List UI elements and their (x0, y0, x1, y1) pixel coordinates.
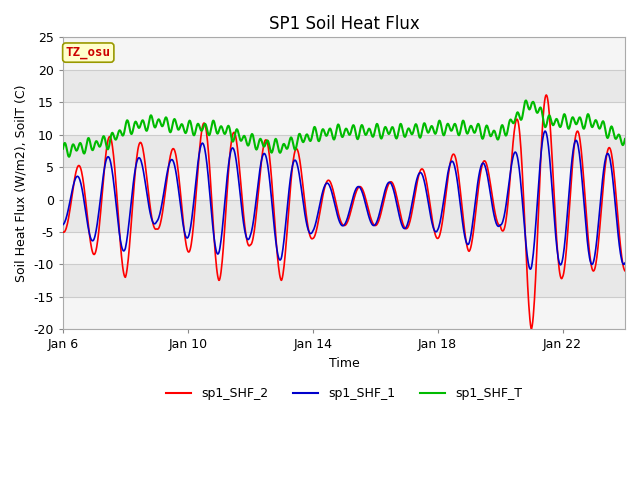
sp1_SHF_T (498, 122, 506, 128)
Line: sp1_SHF_1: sp1_SHF_1 (63, 131, 625, 269)
Bar (63, 232, 625, 264)
sp1_SHF_T (117, 129, 125, 135)
X-axis label: Time: Time (328, 357, 359, 370)
Bar (63, 102, 625, 135)
sp1_SHF_2 (59, 229, 67, 235)
sp1_SHF_1 (59, 222, 67, 228)
sp1_SHF_2 (497, 226, 505, 232)
sp1_SHF_1 (445, 165, 452, 171)
Bar (63, 70, 625, 102)
sp1_SHF_2 (528, 326, 536, 332)
sp1_SHF_1 (527, 266, 534, 272)
sp1_SHF_T (508, 119, 516, 124)
Title: SP1 Soil Heat Flux: SP1 Soil Heat Flux (269, 15, 419, 33)
Text: TZ_osu: TZ_osu (66, 46, 111, 59)
Bar (63, 135, 625, 167)
sp1_SHF_2 (508, 160, 515, 166)
Legend: sp1_SHF_2, sp1_SHF_1, sp1_SHF_T: sp1_SHF_2, sp1_SHF_1, sp1_SHF_T (161, 382, 527, 405)
sp1_SHF_T (307, 137, 315, 143)
sp1_SHF_2 (287, 187, 294, 193)
Bar (63, 167, 625, 200)
Line: sp1_SHF_2: sp1_SHF_2 (63, 95, 625, 329)
sp1_SHF_1 (116, 237, 124, 243)
Line: sp1_SHF_T: sp1_SHF_T (63, 100, 625, 157)
sp1_SHF_1 (541, 128, 549, 134)
sp1_SHF_1 (508, 163, 515, 169)
Bar (63, 297, 625, 329)
sp1_SHF_T (287, 134, 294, 140)
sp1_SHF_T (621, 136, 629, 142)
sp1_SHF_1 (307, 231, 314, 237)
sp1_SHF_2 (542, 92, 550, 98)
sp1_SHF_T (65, 154, 73, 160)
Bar (63, 37, 625, 70)
sp1_SHF_T (522, 97, 530, 103)
sp1_SHF_2 (116, 240, 124, 246)
sp1_SHF_2 (445, 168, 452, 174)
Bar (63, 264, 625, 297)
sp1_SHF_2 (307, 234, 314, 240)
Y-axis label: Soil Heat Flux (W/m2), SoilT (C): Soil Heat Flux (W/m2), SoilT (C) (15, 84, 28, 282)
sp1_SHF_1 (287, 177, 294, 182)
sp1_SHF_2 (621, 268, 629, 274)
sp1_SHF_T (445, 124, 453, 130)
sp1_SHF_1 (497, 222, 505, 228)
sp1_SHF_1 (621, 260, 629, 266)
Bar (63, 200, 625, 232)
sp1_SHF_T (59, 146, 67, 152)
